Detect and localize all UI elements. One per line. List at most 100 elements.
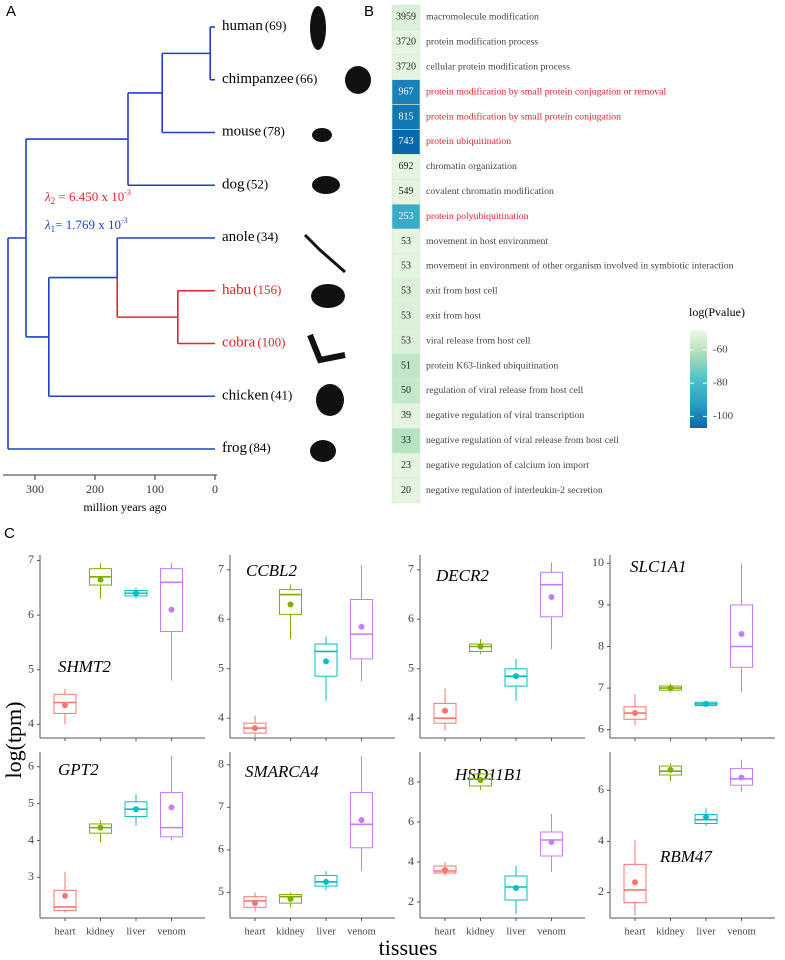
heatmap-cell [391, 278, 421, 305]
y-axis-title: log(tpm) [1, 702, 26, 779]
box [53, 889, 77, 912]
gene-title: GPT2 [58, 760, 99, 779]
heatmap-cell [391, 203, 421, 230]
species-name: human [222, 18, 263, 34]
y-tick-label: 4 [408, 710, 414, 724]
y-tick-label: 4 [598, 833, 604, 847]
heatmap-cell [391, 104, 421, 130]
mean-point [358, 817, 365, 824]
heatmap-cell [391, 129, 421, 155]
go-term: cellular protein modification process [426, 62, 570, 73]
cell-count: 39 [401, 410, 411, 421]
go-term: chromatin organization [426, 161, 517, 172]
go-term: protein modification by small protein co… [426, 86, 667, 97]
box [279, 894, 302, 904]
y-tick-label: 2 [598, 884, 604, 898]
species-name: frog [222, 440, 247, 456]
box [730, 768, 753, 786]
legend-tick-label: -100 [713, 410, 734, 422]
box [504, 875, 528, 901]
mean-point [632, 710, 638, 717]
mean-point [287, 601, 294, 608]
x-tick-label: heart [435, 926, 456, 937]
y-tick-label: 4 [28, 716, 34, 730]
cell-count: 53 [401, 311, 411, 322]
go-term: regulation of viral release from host ce… [426, 385, 584, 396]
box [540, 571, 563, 618]
gene-title: CCBL2 [246, 561, 298, 580]
box [623, 863, 647, 904]
y-tick-label: 4 [218, 710, 224, 724]
cell-count: 3720 [396, 37, 416, 48]
y-tick-label: 6 [598, 721, 604, 735]
cell-count: 815 [399, 111, 414, 122]
panel-label: C [4, 525, 15, 542]
heatmap-cell [391, 228, 421, 255]
cell-count: 692 [399, 161, 414, 172]
mean-point [477, 643, 484, 650]
mean-point [97, 824, 104, 831]
rate-symbol: λ [44, 189, 51, 204]
species-label: habu (156) [222, 282, 281, 298]
species-label: cobra (100) [222, 334, 285, 350]
heatmap-cell [391, 403, 421, 429]
species-count: (66) [296, 71, 318, 86]
y-tick-label: 4 [28, 832, 34, 846]
cell-count: 51 [401, 360, 411, 371]
species-name: chicken [222, 388, 269, 404]
mean-point [667, 685, 674, 692]
cell-count: 53 [401, 335, 411, 346]
y-tick-label: 8 [218, 757, 224, 771]
species-count: (34) [256, 229, 278, 244]
box [350, 791, 373, 849]
mean-point [442, 867, 448, 873]
y-tick-label: 6 [28, 607, 34, 621]
y-tick-label: 5 [28, 661, 34, 675]
rate-value: = 1.769 x 10 [55, 217, 121, 232]
gene-title: SMARCA4 [245, 762, 319, 781]
mean-point [738, 774, 745, 781]
box [279, 589, 302, 615]
mean-point [548, 594, 555, 601]
rate-symbol: λ [44, 217, 51, 232]
heatmap-cell [391, 79, 421, 105]
box [89, 823, 112, 834]
x-tick-label: kidney [86, 926, 115, 937]
cell-count: 33 [401, 435, 411, 446]
mean-point [168, 804, 175, 811]
heatmap-cell [391, 253, 421, 280]
go-term: negative regulation of calcium ion impor… [426, 460, 589, 471]
rate-subscript: 1 [51, 224, 56, 234]
cell-count: 53 [401, 286, 411, 297]
cell-count: 967 [399, 86, 414, 97]
species-name: anole [222, 229, 255, 245]
species-label: frog (84) [222, 440, 271, 456]
panel-label: A [6, 3, 16, 20]
go-term: exit from host [426, 311, 481, 322]
rate-annotation: λ2 = 6.450 x 10-3 [44, 188, 131, 206]
habu-icon [311, 284, 345, 308]
mean-point [703, 700, 709, 707]
cell-count: 53 [401, 261, 411, 272]
x-tick-label: liver [316, 926, 336, 937]
mean-point [323, 658, 329, 665]
box [540, 831, 563, 857]
y-tick-label: 5 [28, 795, 34, 809]
y-tick-label: 2 [408, 894, 414, 908]
cell-count: 253 [399, 211, 414, 222]
species-count: (41) [271, 387, 293, 402]
cell-count: 53 [401, 236, 411, 247]
y-tick-label: 5 [218, 884, 224, 898]
x-tick-label: liver [126, 926, 146, 937]
heatmap-cell [391, 378, 421, 404]
mean-point [62, 702, 68, 709]
box [314, 874, 338, 887]
mouse-icon [312, 128, 332, 142]
y-tick-label: 7 [598, 680, 604, 694]
heatmap-cell [391, 328, 421, 354]
cell-count: 743 [399, 136, 414, 147]
x-tick-label: heart [245, 926, 266, 937]
mean-point [323, 878, 329, 885]
cell-count: 20 [401, 485, 411, 496]
rate-superscript: -3 [124, 188, 131, 197]
